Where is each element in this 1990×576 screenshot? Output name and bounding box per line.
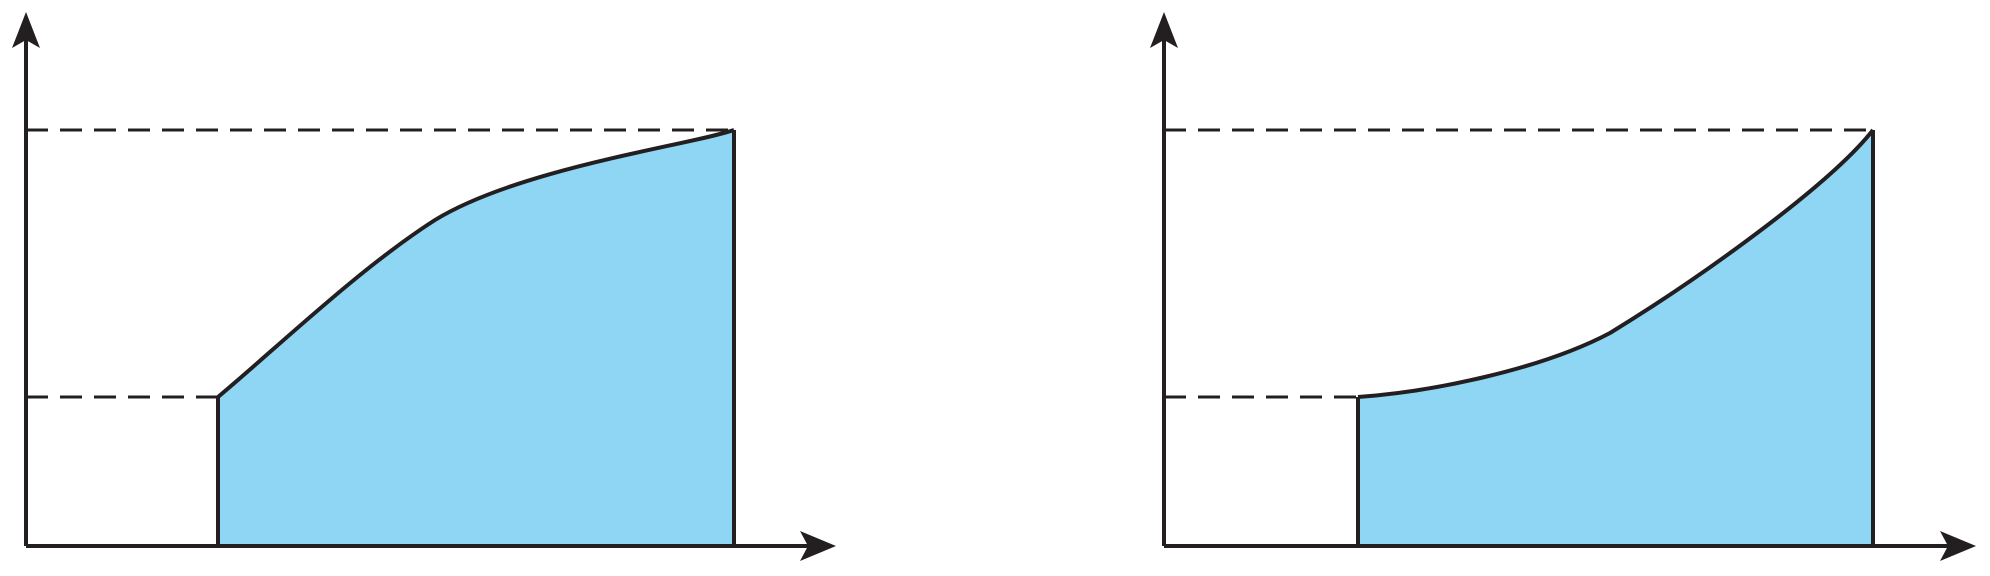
left-y-axis-arrowhead <box>12 12 40 48</box>
right-x-axis-arrowhead <box>1940 531 1976 561</box>
left-x-axis-arrowhead <box>800 531 836 561</box>
right-panel <box>1150 12 1976 561</box>
right-shaded-region <box>1358 130 1873 546</box>
right-y-axis-arrowhead <box>1150 12 1178 48</box>
left-panel <box>12 12 836 561</box>
right-curve <box>1357 128 1875 399</box>
left-curve <box>216 128 735 399</box>
left-shaded-region <box>218 130 734 546</box>
